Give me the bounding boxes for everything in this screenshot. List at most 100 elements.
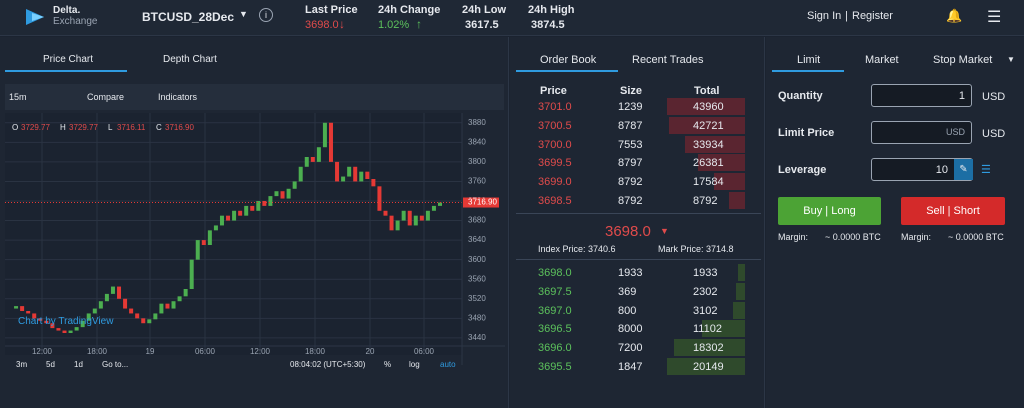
- edit-icon[interactable]: ✎: [954, 159, 973, 180]
- dropdown-arrow[interactable]: ▼: [1007, 55, 1015, 64]
- range-button[interactable]: Go to...: [102, 360, 129, 369]
- menu-icon[interactable]: ☰: [987, 9, 1002, 26]
- auto-toggle: auto: [440, 360, 456, 369]
- candle: [419, 215, 424, 221]
- candle: [262, 201, 267, 206]
- interval[interactable]: 15m: [9, 92, 27, 102]
- ohlc-label: O: [12, 123, 19, 132]
- range-button[interactable]: 5d: [46, 360, 55, 369]
- candle: [353, 166, 358, 182]
- tab[interactable]: Stop Market: [933, 54, 993, 66]
- size: 7553: [618, 138, 643, 151]
- indicators[interactable]: Indicators: [158, 92, 198, 102]
- dropdown-arrow[interactable]: ▼: [239, 9, 248, 19]
- candle: [413, 215, 418, 226]
- margin-value: ~ 0.0000 BTC: [825, 232, 881, 242]
- candle: [117, 286, 122, 299]
- tab[interactable]: Order Book: [540, 54, 597, 66]
- candle: [335, 161, 340, 182]
- price-tick-label: 3760: [468, 177, 486, 186]
- candle: [232, 210, 237, 221]
- clock: 08:04:02 (UTC+5:30): [290, 360, 366, 369]
- depth-bar: [667, 98, 745, 115]
- field-label: Quantity: [778, 90, 823, 102]
- depth-bar: [669, 116, 745, 134]
- stat-value: 1.02%: [378, 19, 410, 31]
- candle: [365, 171, 370, 179]
- tab[interactable]: Recent Trades: [632, 54, 704, 66]
- ohlc-value: 3729.77: [69, 123, 98, 132]
- candle: [238, 210, 243, 216]
- range-button[interactable]: 1d: [74, 360, 83, 369]
- column-header: Size: [620, 85, 643, 97]
- total: 42721: [693, 119, 724, 132]
- candle: [141, 318, 146, 324]
- last-price: 3698.0: [605, 223, 651, 240]
- info-icon[interactable]: i: [259, 8, 273, 22]
- total: 2302: [693, 285, 718, 298]
- candle: [201, 240, 206, 245]
- settings-icon[interactable]: ☰: [981, 164, 991, 176]
- candle: [213, 225, 218, 231]
- candle: [256, 201, 261, 211]
- total: 33934: [693, 138, 724, 151]
- candle: [171, 301, 176, 309]
- price-tick-label: 3840: [468, 137, 486, 146]
- candle: [425, 210, 430, 221]
- register[interactable]: Register: [852, 10, 893, 22]
- stat-value: 3617.5: [465, 19, 499, 31]
- candle: [389, 215, 394, 231]
- range-button[interactable]: 3m: [16, 360, 28, 369]
- logo-text: Delta.: [53, 5, 81, 16]
- field-label: Limit Price: [778, 127, 835, 139]
- time-label: 12:00: [250, 347, 271, 356]
- price: 3699.5: [538, 157, 572, 170]
- total: 18302: [693, 342, 724, 355]
- total: 8792: [693, 195, 718, 207]
- stat-label: 24h Change: [378, 4, 441, 16]
- price-tick-label: 3480: [468, 313, 486, 322]
- price-chart: 3880384038003760372036803640360035603520…: [5, 113, 505, 365]
- candle: [153, 313, 158, 320]
- limit-price-input[interactable]: USD: [871, 121, 972, 144]
- candle: [250, 205, 255, 211]
- price-tick-label: 3520: [468, 294, 486, 303]
- size: 7200: [618, 342, 643, 355]
- candle: [286, 188, 291, 199]
- candle: [371, 179, 376, 187]
- tab-underline: [772, 70, 844, 72]
- sell-button[interactable]: Sell | Short: [901, 197, 1005, 225]
- symbol-select[interactable]: BTCUSD_28Dec: [142, 10, 235, 24]
- total: 3102: [693, 304, 718, 317]
- candle: [98, 301, 103, 309]
- divider: [516, 259, 761, 260]
- candle: [395, 220, 400, 231]
- candle: [316, 147, 321, 162]
- index-price: Index Price: 3740.6: [538, 244, 616, 254]
- candle: [274, 191, 279, 197]
- logo-text: Exchange: [53, 16, 98, 27]
- tab[interactable]: Limit: [797, 54, 821, 66]
- candle: [159, 303, 164, 314]
- candle: [135, 313, 140, 319]
- tab[interactable]: Price Chart: [43, 54, 94, 65]
- total: 26381: [693, 157, 724, 170]
- candle: [50, 323, 55, 329]
- price: 3697.0: [538, 304, 572, 317]
- quantity-input[interactable]: 1: [871, 84, 972, 107]
- column-header: Price: [540, 85, 567, 97]
- leverage-input[interactable]: 10: [871, 158, 973, 181]
- ohlc-label: L: [108, 123, 113, 132]
- candle: [298, 166, 303, 182]
- buy-button[interactable]: Buy | Long: [778, 197, 881, 225]
- tab[interactable]: Market: [865, 54, 899, 66]
- candle: [244, 205, 249, 216]
- bell-icon[interactable]: 🔔: [946, 8, 963, 23]
- time-label: 06:00: [414, 347, 435, 356]
- sign-in[interactable]: Sign In: [807, 10, 842, 22]
- margin-value: ~ 0.0000 BTC: [948, 232, 1004, 242]
- compare[interactable]: Compare: [87, 92, 125, 102]
- tab[interactable]: Depth Chart: [163, 54, 217, 65]
- time-label: 18:00: [87, 347, 108, 356]
- plot-bg: [5, 113, 462, 355]
